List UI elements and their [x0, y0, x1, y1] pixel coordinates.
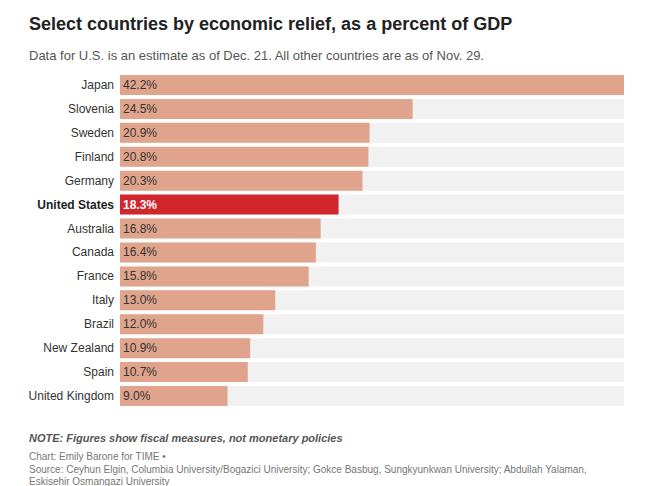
svg-text:20.8%: 20.8% [123, 150, 157, 164]
svg-text:24.5%: 24.5% [123, 102, 157, 116]
svg-text:Chart: Emily Barone for TIME •: Chart: Emily Barone for TIME • [29, 451, 166, 462]
svg-text:NOTE: Figures show fiscal meas: NOTE: Figures show fiscal measures, not … [29, 432, 343, 444]
svg-text:Finland: Finland [75, 150, 114, 164]
svg-text:Brazil: Brazil [84, 317, 114, 331]
svg-text:Canada: Canada [72, 245, 114, 259]
svg-text:Australia: Australia [67, 222, 114, 236]
svg-text:Sweden: Sweden [71, 126, 114, 140]
svg-text:Source: Ceyhun Elgin, Columbia: Source: Ceyhun Elgin, Columbia Universit… [29, 464, 589, 475]
svg-text:Spain: Spain [83, 365, 114, 379]
svg-text:20.9%: 20.9% [123, 126, 157, 140]
svg-text:15.8%: 15.8% [123, 269, 157, 283]
svg-text:New Zealand: New Zealand [43, 341, 114, 355]
svg-text:13.0%: 13.0% [123, 293, 157, 307]
svg-text:France: France [77, 269, 115, 283]
svg-text:12.0%: 12.0% [123, 317, 157, 331]
svg-text:Data for U.S. is an estimate a: Data for U.S. is an estimate as of Dec. … [29, 48, 484, 63]
svg-text:United States: United States [37, 198, 114, 212]
svg-text:United Kingdom: United Kingdom [29, 389, 114, 403]
svg-text:20.3%: 20.3% [123, 174, 157, 188]
svg-text:10.7%: 10.7% [123, 365, 157, 379]
svg-text:18.3%: 18.3% [123, 198, 157, 212]
svg-text:10.9%: 10.9% [123, 341, 157, 355]
svg-text:9.0%: 9.0% [123, 389, 151, 403]
svg-text:16.8%: 16.8% [123, 222, 157, 236]
svg-text:Slovenia: Slovenia [68, 102, 114, 116]
svg-text:Select countries by economic r: Select countries by economic relief, as … [29, 14, 512, 34]
svg-text:42.2%: 42.2% [123, 78, 157, 92]
svg-text:16.4%: 16.4% [123, 245, 157, 259]
svg-text:Germany: Germany [65, 174, 114, 188]
svg-text:Italy: Italy [92, 293, 114, 307]
svg-text:Japan: Japan [81, 78, 114, 92]
svg-text:Eskisehir Osmangazi University: Eskisehir Osmangazi University [29, 476, 170, 486]
